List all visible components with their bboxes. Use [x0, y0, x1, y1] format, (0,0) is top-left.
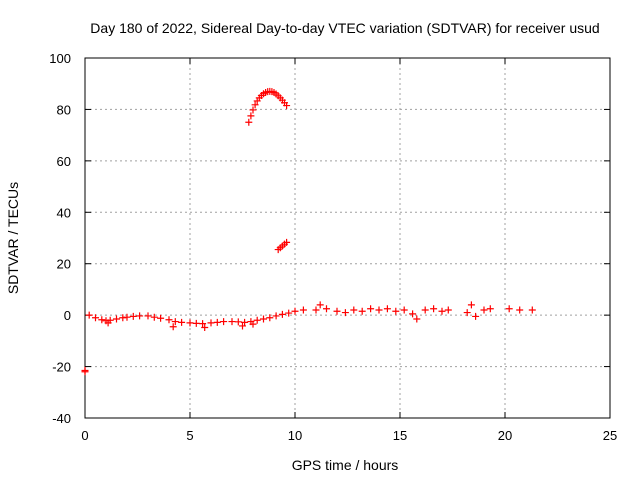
data-point [186, 319, 194, 327]
data-point [400, 306, 408, 314]
data-point [136, 312, 144, 320]
data-point [92, 314, 99, 322]
data-point [283, 238, 291, 246]
data-point [341, 309, 349, 317]
x-tick-label: 0 [81, 428, 88, 443]
data-point [85, 311, 93, 319]
data-point [260, 315, 267, 323]
plot-frame [84, 57, 611, 419]
data-point [392, 307, 400, 315]
y-tick-label: 60 [57, 154, 71, 169]
data-point [480, 306, 488, 314]
data-point [201, 323, 209, 331]
data-point [266, 314, 274, 322]
y-axis-label: SDTVAR / TECUs [5, 182, 21, 294]
data-point [472, 312, 480, 320]
y-tick-label: 80 [57, 102, 71, 117]
axis-ticks: 0 5 10 15 20 25 -40 -20 0 20 40 60 80 100 [49, 51, 617, 443]
x-tick-label: 10 [288, 428, 302, 443]
data-point [383, 305, 391, 313]
data-point [249, 106, 257, 114]
data-point [98, 316, 106, 324]
data-point [316, 301, 324, 309]
data-point [249, 320, 257, 328]
x-tick-label: 15 [393, 428, 407, 443]
data-point [413, 315, 421, 323]
data-point [178, 318, 186, 326]
data-point [375, 306, 383, 314]
data-point [192, 319, 200, 327]
data-point [165, 316, 173, 324]
data-point [291, 307, 299, 315]
data-point [81, 368, 89, 376]
data-point [213, 318, 221, 326]
data-point [123, 313, 131, 321]
data-point [444, 306, 452, 314]
data-point [312, 306, 320, 314]
data-point [220, 318, 228, 326]
y-tick-label: 40 [57, 205, 71, 220]
data-point [234, 318, 242, 326]
data-point [516, 306, 524, 314]
grid [85, 58, 610, 418]
data-point [358, 307, 366, 315]
y-tick-label: 20 [57, 257, 71, 272]
data-point [278, 310, 286, 318]
data-point [129, 312, 137, 320]
data-point [245, 118, 253, 126]
data-point [157, 314, 165, 322]
data-point [285, 309, 293, 317]
data-point [150, 313, 158, 321]
data-point [113, 315, 120, 323]
data-point [505, 305, 513, 313]
data-point [104, 319, 112, 327]
data-point [199, 320, 207, 328]
y-tick-label: -20 [52, 360, 71, 375]
data-point [367, 305, 375, 313]
data-point [144, 312, 152, 320]
data-series [81, 87, 536, 376]
data-point [299, 306, 307, 314]
data-point [253, 316, 261, 324]
data-point [486, 305, 494, 313]
data-point [350, 306, 358, 314]
y-tick-label: 100 [49, 51, 71, 66]
data-point [430, 305, 438, 313]
chart-title: Day 180 of 2022, Sidereal Day-to-day VTE… [90, 20, 599, 36]
y-tick-label: 0 [64, 308, 71, 323]
data-point [241, 318, 249, 326]
data-point [463, 309, 471, 317]
x-tick-label: 5 [186, 428, 193, 443]
data-point [323, 305, 330, 313]
data-point [409, 310, 417, 318]
x-tick-label: 20 [498, 428, 512, 443]
x-tick-label: 25 [603, 428, 617, 443]
x-axis-label: GPS time / hours [292, 457, 399, 473]
data-point [333, 307, 341, 315]
data-point [228, 318, 236, 326]
data-point [239, 322, 246, 330]
data-point [207, 319, 215, 327]
data-point [421, 306, 429, 314]
data-point [251, 101, 259, 109]
data-point [283, 102, 291, 110]
data-point [171, 318, 179, 326]
data-point [467, 301, 475, 309]
data-point [272, 312, 280, 320]
data-point [169, 323, 177, 331]
data-point [438, 307, 446, 315]
y-tick-label: -40 [52, 411, 71, 426]
data-point [528, 306, 536, 314]
data-point [247, 112, 255, 120]
